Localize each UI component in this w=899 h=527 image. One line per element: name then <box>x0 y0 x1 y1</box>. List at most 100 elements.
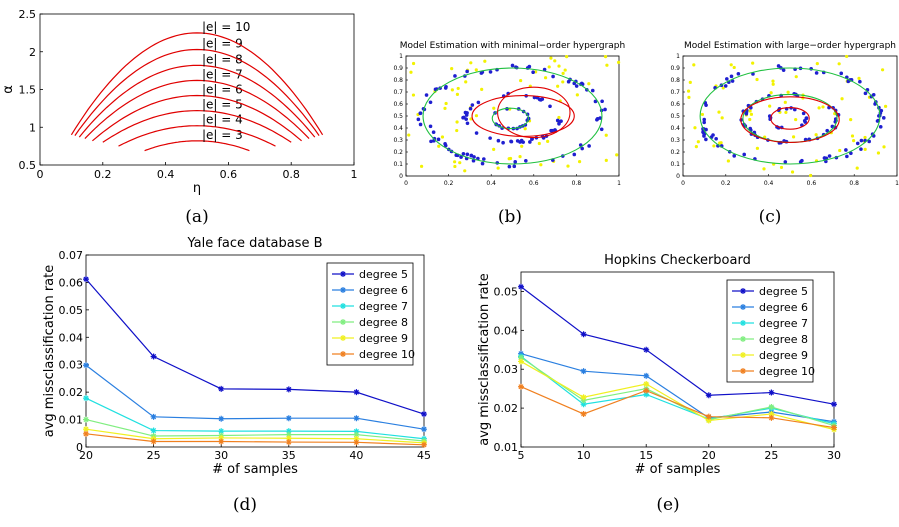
inlier-point <box>814 71 819 75</box>
outlier-point <box>790 170 795 174</box>
legend-entry: degree 9 <box>359 332 408 345</box>
inlier-point <box>801 111 806 116</box>
fitted-circle <box>497 86 571 139</box>
data-point <box>768 403 775 410</box>
series-line <box>85 418 425 442</box>
x-tick-label: 1 <box>351 168 358 181</box>
curve-label-e10: |e| = 10 <box>202 20 250 34</box>
y-tick-label: 0.7 <box>393 89 403 96</box>
caption-b: (b) <box>498 207 522 227</box>
y-axis-label: α <box>1 85 16 94</box>
y-tick-label: 0.2 <box>393 149 403 156</box>
y-tick-label: 0.4 <box>393 125 403 132</box>
inlier-point <box>461 152 466 156</box>
outlier-point <box>561 71 565 75</box>
x-tick-label: 0.4 <box>764 180 774 187</box>
legend-marker <box>740 368 746 374</box>
inlier-point <box>509 139 514 144</box>
outlier-point <box>857 76 861 80</box>
data-point <box>518 283 524 290</box>
data-point <box>353 415 360 422</box>
outlier-point <box>483 59 487 63</box>
data-point <box>285 386 292 393</box>
fitted-circle <box>742 93 838 143</box>
data-point <box>83 395 89 402</box>
x-tick-label: 0.4 <box>157 168 175 181</box>
inlier-point <box>822 156 827 160</box>
outlier-point <box>784 110 788 115</box>
data-point <box>353 439 360 446</box>
inlier-point <box>704 137 708 142</box>
x-tick-label: 0.6 <box>807 180 817 187</box>
series-line <box>85 397 425 440</box>
y-tick-label: 0.9 <box>393 65 403 72</box>
outlier-point <box>557 115 561 120</box>
y-tick-label: 0.6 <box>393 101 403 108</box>
inlier-point <box>702 120 706 125</box>
fitted-circle <box>699 67 881 165</box>
inlier-point <box>742 152 747 157</box>
inlier-point <box>424 93 429 97</box>
data-point <box>643 387 650 394</box>
inlier-point <box>519 138 524 143</box>
inlier-point <box>510 63 515 68</box>
curve-label-e5: |e| = 5 <box>202 98 243 112</box>
inlier-point <box>538 98 543 102</box>
curve-e3 <box>144 140 250 152</box>
outlier-point <box>566 164 570 168</box>
inlier-point <box>469 153 474 158</box>
inlier-point <box>881 116 886 120</box>
outlier-point <box>720 116 724 120</box>
outlier-point <box>575 93 579 97</box>
outlier-point <box>696 140 700 144</box>
x-tick-label: 25 <box>764 449 778 462</box>
outlier-point <box>717 110 721 114</box>
inlier-point <box>465 69 469 74</box>
y-tick-label: 0.04 <box>494 324 519 337</box>
outlier-point <box>840 97 844 101</box>
inlier-point <box>550 128 555 133</box>
x-tick-label: 5 <box>518 449 525 462</box>
inlier-point <box>474 131 479 135</box>
curve-e5 <box>102 109 292 143</box>
outlier-point <box>444 101 448 106</box>
panel-b: Model Estimation with minimal−order hype… <box>393 41 625 187</box>
data-point <box>518 383 524 390</box>
outlier-point <box>543 76 548 80</box>
curve-e8 <box>78 64 316 138</box>
outlier-point <box>771 82 775 86</box>
outlier-point <box>779 165 784 170</box>
axes-frame <box>682 55 898 177</box>
caption-d: (d) <box>233 495 257 515</box>
inlier-point <box>863 91 868 96</box>
outlier-point <box>855 166 859 170</box>
outlier-point <box>852 139 856 143</box>
x-tick-label: 1 <box>617 180 621 187</box>
y-tick-label: 0.7 <box>670 89 680 96</box>
chart-title: Hopkins Checkerboard <box>604 253 751 268</box>
outlier-point <box>492 147 496 151</box>
legend-marker <box>340 319 346 325</box>
legend-entry: degree 8 <box>359 316 408 329</box>
data-point <box>580 368 587 375</box>
outlier-point <box>850 134 855 138</box>
inlier-point <box>867 139 871 144</box>
curve-e4 <box>118 125 276 147</box>
outlier-point <box>686 89 691 93</box>
inlier-point <box>488 70 493 74</box>
outlier-point <box>496 166 500 170</box>
outlier-point <box>808 173 813 178</box>
inlier-point <box>482 157 486 161</box>
legend-entry: degree 5 <box>759 285 808 298</box>
inlier-point <box>701 130 705 134</box>
inlier-point <box>461 115 465 120</box>
y-tick-label: 0 <box>76 441 83 454</box>
data-point <box>643 391 650 398</box>
inlier-point <box>501 140 505 145</box>
outlier-point <box>876 151 881 155</box>
data-point <box>353 435 360 442</box>
data-point <box>353 428 360 435</box>
inlier-point <box>600 99 604 104</box>
axes-frame <box>85 254 425 448</box>
x-tick-label: 40 <box>349 449 363 462</box>
